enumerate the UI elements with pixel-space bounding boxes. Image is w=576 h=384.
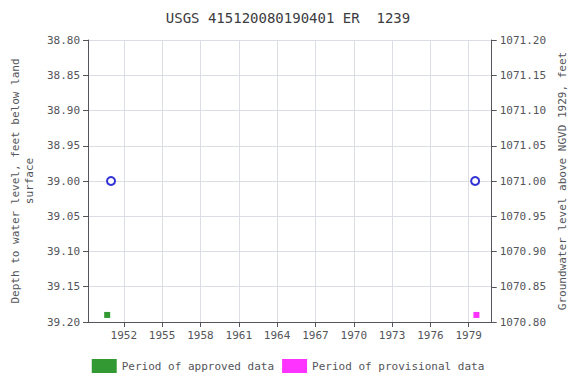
svg-text:1071.00: 1071.00	[500, 175, 546, 188]
svg-text:39.15: 39.15	[47, 280, 80, 293]
svg-text:38.80: 38.80	[47, 34, 80, 47]
svg-text:1955: 1955	[149, 329, 176, 342]
svg-text:1071.15: 1071.15	[500, 69, 546, 82]
svg-text:39.10: 39.10	[47, 245, 80, 258]
svg-text:USGS 415120080190401 ER 1239: USGS 415120080190401 ER 1239	[166, 10, 410, 26]
svg-text:38.85: 38.85	[47, 69, 80, 82]
svg-text:1952: 1952	[111, 329, 138, 342]
svg-text:1979: 1979	[455, 329, 482, 342]
svg-text:surface: surface	[23, 158, 36, 204]
svg-text:39.20: 39.20	[47, 316, 80, 329]
svg-text:Depth to water level, feet bel: Depth to water level, feet below land	[9, 58, 22, 303]
svg-text:1071.20: 1071.20	[500, 34, 546, 47]
svg-text:1973: 1973	[379, 329, 406, 342]
svg-text:1070.90: 1070.90	[500, 245, 546, 258]
svg-text:1964: 1964	[264, 329, 291, 342]
svg-text:38.95: 38.95	[47, 139, 80, 152]
svg-text:1970: 1970	[341, 329, 368, 342]
svg-text:1961: 1961	[226, 329, 253, 342]
svg-text:1976: 1976	[417, 329, 444, 342]
svg-text:1070.95: 1070.95	[500, 210, 546, 223]
svg-text:1967: 1967	[302, 329, 329, 342]
svg-text:1070.80: 1070.80	[500, 316, 546, 329]
svg-text:1070.85: 1070.85	[500, 280, 546, 293]
svg-text:38.90: 38.90	[47, 104, 80, 117]
svg-text:1071.05: 1071.05	[500, 139, 546, 152]
svg-text:39.00: 39.00	[47, 175, 80, 188]
svg-text:1958: 1958	[187, 329, 214, 342]
svg-text:Period of provisional data: Period of provisional data	[312, 360, 484, 373]
svg-text:Period of approved data: Period of approved data	[122, 360, 274, 373]
svg-text:Groundwater level above NGVD 1: Groundwater level above NGVD 1929, feet	[556, 52, 569, 310]
svg-text:39.05: 39.05	[47, 210, 80, 223]
svg-text:1071.10: 1071.10	[500, 104, 546, 117]
